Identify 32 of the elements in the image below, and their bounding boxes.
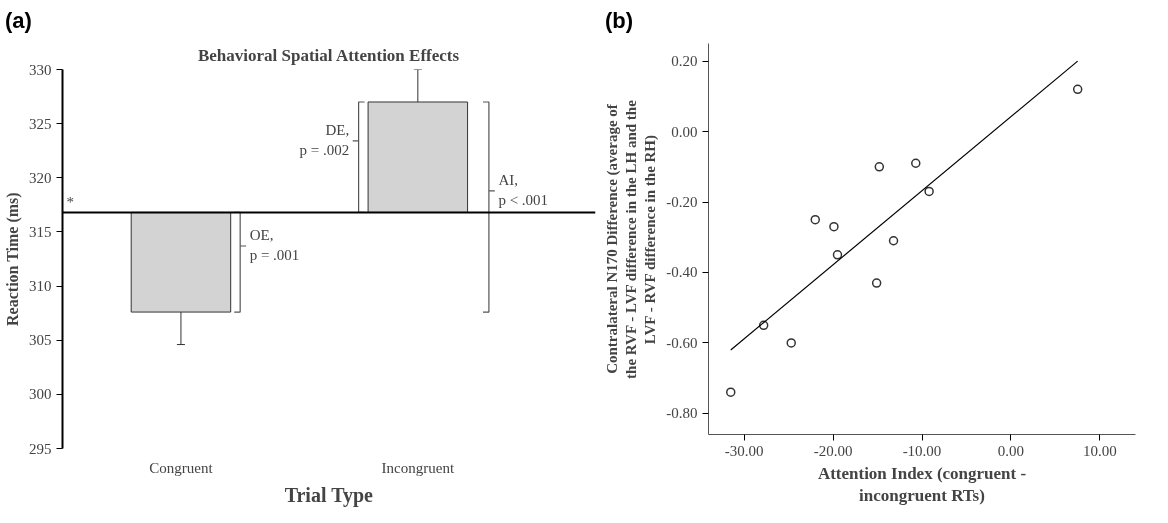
y-tick-label: 310 <box>29 278 52 295</box>
y-axis-title: Contralateral N170 Difference (average of the RVF - LVF difference in the LH and the LVF - RVF difference in the RH) <box>603 99 660 379</box>
x-tick-label: -20.00 <box>813 442 853 459</box>
chart-title: Behavioral Spatial Attention Effects <box>197 45 460 65</box>
y-tick-label: 0.20 <box>671 53 698 70</box>
annotation: DE, p = .002 <box>299 121 350 158</box>
y-tick-label: -0.20 <box>666 194 698 211</box>
y-axis-title: Reaction Time (ms) <box>4 192 22 326</box>
y-tick-label: 315 <box>29 223 52 240</box>
annotation: AI, p < .001 <box>498 171 549 208</box>
y-tick-label: 330 <box>29 61 52 78</box>
x-tick-label: Incongruent <box>381 459 455 476</box>
x-tick-label: 10.00 <box>1083 442 1117 459</box>
y-tick-label: -0.80 <box>666 405 698 422</box>
text: (b) <box>605 7 634 35</box>
y-tick-label: -0.40 <box>666 264 698 281</box>
y-tick-label: 295 <box>29 440 52 457</box>
x-tick-label: -30.00 <box>724 442 764 459</box>
y-tick-label: 0.00 <box>671 123 698 140</box>
x-tick-label: 0.00 <box>997 442 1025 459</box>
x-axis-title: Attention Index (congruent - incongruent RTs) <box>817 463 1027 506</box>
y-tick-label: 300 <box>29 386 52 403</box>
x-axis-title: Trial Type <box>284 483 374 507</box>
y-tick-label: 305 <box>29 332 52 349</box>
ref-line-label: * <box>66 194 74 211</box>
y-tick-label: -0.60 <box>666 334 698 351</box>
y-tick-label: 325 <box>29 115 52 132</box>
x-tick-label: -10.00 <box>902 442 942 459</box>
x-tick-label: Congruent <box>149 459 214 476</box>
annotation: OE, p = .001 <box>249 227 300 264</box>
text: (a) <box>5 7 32 35</box>
y-tick-label: 320 <box>29 169 52 186</box>
